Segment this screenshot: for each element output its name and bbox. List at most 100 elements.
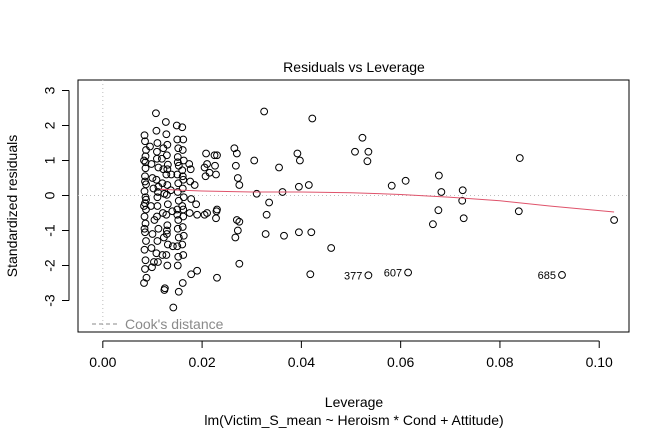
data-point [178,172,187,181]
data-point [142,237,150,245]
data-point [154,224,163,233]
data-point [364,147,373,156]
data-point [173,153,182,161]
data-point [212,170,220,179]
data-point [610,216,619,224]
y-tick-label: -3 [42,294,58,307]
data-point [235,181,244,189]
y-tick-label: 3 [42,86,58,94]
data-point [178,223,187,231]
data-point [193,266,202,275]
data-point [162,170,171,179]
y-axis-label: Standardized residuals [4,135,20,277]
data-point [142,273,151,282]
data-point [213,273,221,282]
data-point [186,165,195,174]
data-point [163,221,172,230]
data-point [178,240,187,249]
data-point [152,109,160,118]
data-point [387,181,396,190]
data-point [458,186,467,195]
data-point [140,212,149,221]
data-point [179,205,188,214]
data-point [306,270,315,279]
smooth-line-group [159,188,615,213]
data-point [202,149,210,158]
data-point [187,270,196,279]
x-tick-label: 0.02 [188,354,215,370]
data-point [186,177,195,186]
data-point [515,154,524,162]
data-point [235,259,244,268]
data-point [163,240,172,249]
data-point [304,181,313,189]
data-point [193,210,202,219]
data-point [178,202,187,210]
data-point [172,121,181,130]
data-point [185,160,194,168]
data-point [351,147,359,156]
data-point [141,265,149,273]
data-point [179,135,188,144]
data-point [140,131,149,140]
data-point [163,181,172,189]
y-tick-label: 0 [42,191,58,199]
data-point [231,233,240,242]
data-point [187,195,196,203]
data-point [152,175,161,184]
y-tick-label: -2 [42,259,58,272]
data-point [141,256,150,265]
data-point [307,228,316,237]
data-point [178,123,187,132]
data-point [163,261,172,270]
data-point [174,233,183,242]
data-point [231,161,240,170]
data-point [250,156,259,165]
data-point [140,187,149,196]
data-point [158,179,167,188]
data-point [140,156,148,165]
data-point [162,151,171,160]
data-point [148,263,156,272]
legend-label: Cook's distance [125,316,224,332]
data-point [179,251,188,259]
data-point [294,228,303,237]
y-axis: -3 -2 -1 0 1 2 3 [42,86,70,307]
data-point [160,286,169,294]
data-point [261,230,270,238]
data-point [213,151,221,160]
data-point [153,237,162,245]
data-point [169,303,178,312]
x-axis: 0.00 0.02 0.04 0.06 0.08 0.10 [89,340,613,370]
data-point [141,137,149,146]
data-point [153,212,161,221]
data-point [280,231,288,240]
data-point [152,126,161,135]
data-point [163,160,172,169]
data-point [163,200,172,209]
data-point [157,154,166,163]
data-point [168,242,177,251]
point-label: 607 [384,268,402,280]
data-point [308,114,317,123]
data-point [153,139,162,147]
data-point [173,224,182,233]
chart-subtitle: lm(Victim_S_mean ~ Heroism * Cond + Atti… [204,412,503,428]
data-point [179,175,188,184]
data-point [201,172,210,181]
x-tick-label: 0.06 [387,354,414,370]
point-label: 685 [538,270,556,282]
data-point [429,220,437,229]
data-point [233,174,242,182]
y-tick-label: 1 [42,156,58,164]
data-point [173,170,182,179]
data-point [190,181,199,189]
data-point [179,231,188,240]
data-point [212,214,220,223]
data-point [162,130,171,139]
data-point [178,166,187,175]
y-tick-label: -1 [42,224,58,237]
x-tick-label: 0.08 [486,354,513,370]
data-point [147,160,156,168]
